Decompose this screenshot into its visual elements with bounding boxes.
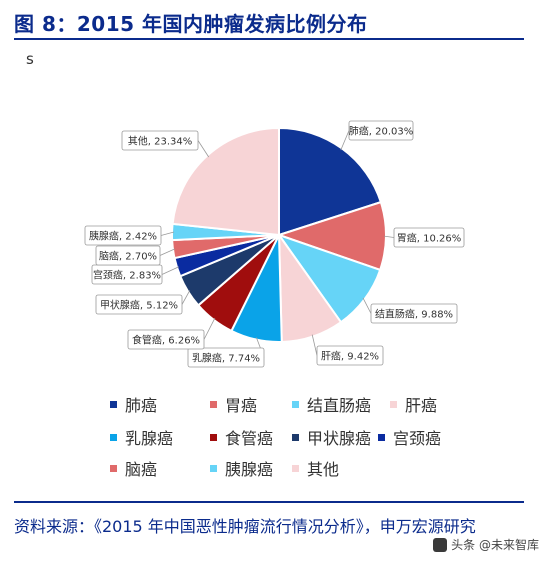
footer-rule — [14, 501, 524, 503]
legend-item: 胰腺癌 — [210, 456, 273, 480]
data-label-box — [348, 120, 414, 141]
legend-label: 脑癌 — [125, 460, 158, 479]
data-label: 宫颈癌, 2.83% — [93, 269, 161, 282]
title-rule — [14, 38, 524, 40]
legend-label: 食管癌 — [225, 429, 274, 448]
legend-swatch — [210, 464, 217, 472]
toutiao-logo-icon — [433, 537, 448, 552]
data-label: 甲状腺癌, 5.12% — [100, 299, 178, 312]
legend-swatch — [390, 400, 397, 408]
data-label: 肝癌, 9.42% — [321, 350, 379, 363]
pie-slice — [278, 126, 383, 237]
legend-label: 胰腺癌 — [225, 460, 274, 479]
leader-line — [203, 317, 216, 340]
data-label-box — [187, 347, 265, 368]
legend-swatch — [292, 464, 299, 472]
leader-line — [340, 130, 350, 151]
data-label-box — [95, 294, 183, 315]
data-label: 脑癌, 2.70% — [99, 250, 157, 263]
data-label: 肺癌, 20.03% — [349, 125, 414, 138]
leader-line — [311, 334, 318, 356]
data-label: 胰腺癌, 2.42% — [89, 230, 157, 243]
legend-swatch — [110, 464, 117, 472]
legend-swatch — [292, 400, 299, 408]
data-label-box — [316, 345, 384, 366]
legend-item: 结直肠癌 — [292, 392, 371, 416]
data-label-box — [84, 225, 162, 246]
legend-swatch — [210, 400, 217, 408]
data-label: 食管癌, 6.26% — [132, 334, 200, 347]
watermark: 头条 @未来智库 — [433, 536, 539, 553]
data-label: 结直肠癌, 9.88% — [375, 308, 453, 321]
legend-label: 乳腺癌 — [125, 429, 174, 448]
legend-swatch — [210, 433, 217, 441]
data-label-box — [121, 130, 199, 151]
leader-line — [160, 231, 175, 236]
leader-line — [159, 248, 176, 256]
legend-item: 乳腺癌 — [110, 425, 173, 449]
data-label-box — [370, 303, 458, 324]
source-note: 资料来源：《2015 年中国恶性肿瘤流行情况分析》，申万宏源研究 — [14, 517, 476, 536]
legend-label: 肝癌 — [405, 396, 438, 415]
legend-swatch — [110, 433, 117, 441]
legend-item: 肝癌 — [390, 392, 437, 416]
legend-item: 脑癌 — [110, 456, 157, 480]
legend-item: 甲状腺癌 — [292, 425, 371, 449]
legend-item: 肺癌 — [110, 392, 157, 416]
leader-line — [197, 140, 210, 158]
figure-title: 图 8：2015 年国内肿瘤发病比例分布 — [14, 12, 368, 36]
legend-item: 宫颈癌 — [378, 425, 441, 449]
legend-label: 甲状腺癌 — [307, 429, 372, 448]
chart-subtitle: s — [26, 50, 34, 68]
legend-label: 结直肠癌 — [307, 396, 372, 415]
legend-label: 宫颈癌 — [393, 429, 442, 448]
data-label: 胃癌, 10.26% — [397, 232, 462, 245]
legend-label: 胃癌 — [225, 396, 258, 415]
leader-line — [181, 290, 191, 305]
legend-label: 肺癌 — [125, 396, 158, 415]
legend-item: 其他 — [292, 456, 339, 480]
leader-line — [161, 266, 180, 275]
data-label-box — [393, 227, 465, 248]
leader-line — [362, 297, 372, 314]
watermark-text: 头条 @未来智库 — [451, 538, 539, 552]
legend-item: 食管癌 — [210, 425, 273, 449]
legend-swatch — [292, 433, 299, 441]
legend-swatch — [110, 400, 117, 408]
data-label: 乳腺癌, 7.74% — [192, 352, 260, 365]
data-label-box — [127, 329, 205, 350]
data-label-box — [95, 245, 161, 266]
leader-line — [383, 235, 395, 238]
legend-label: 其他 — [307, 460, 340, 479]
legend-swatch — [378, 433, 385, 441]
data-label: 其他, 23.34% — [128, 135, 193, 148]
legend-item: 胃癌 — [210, 392, 257, 416]
